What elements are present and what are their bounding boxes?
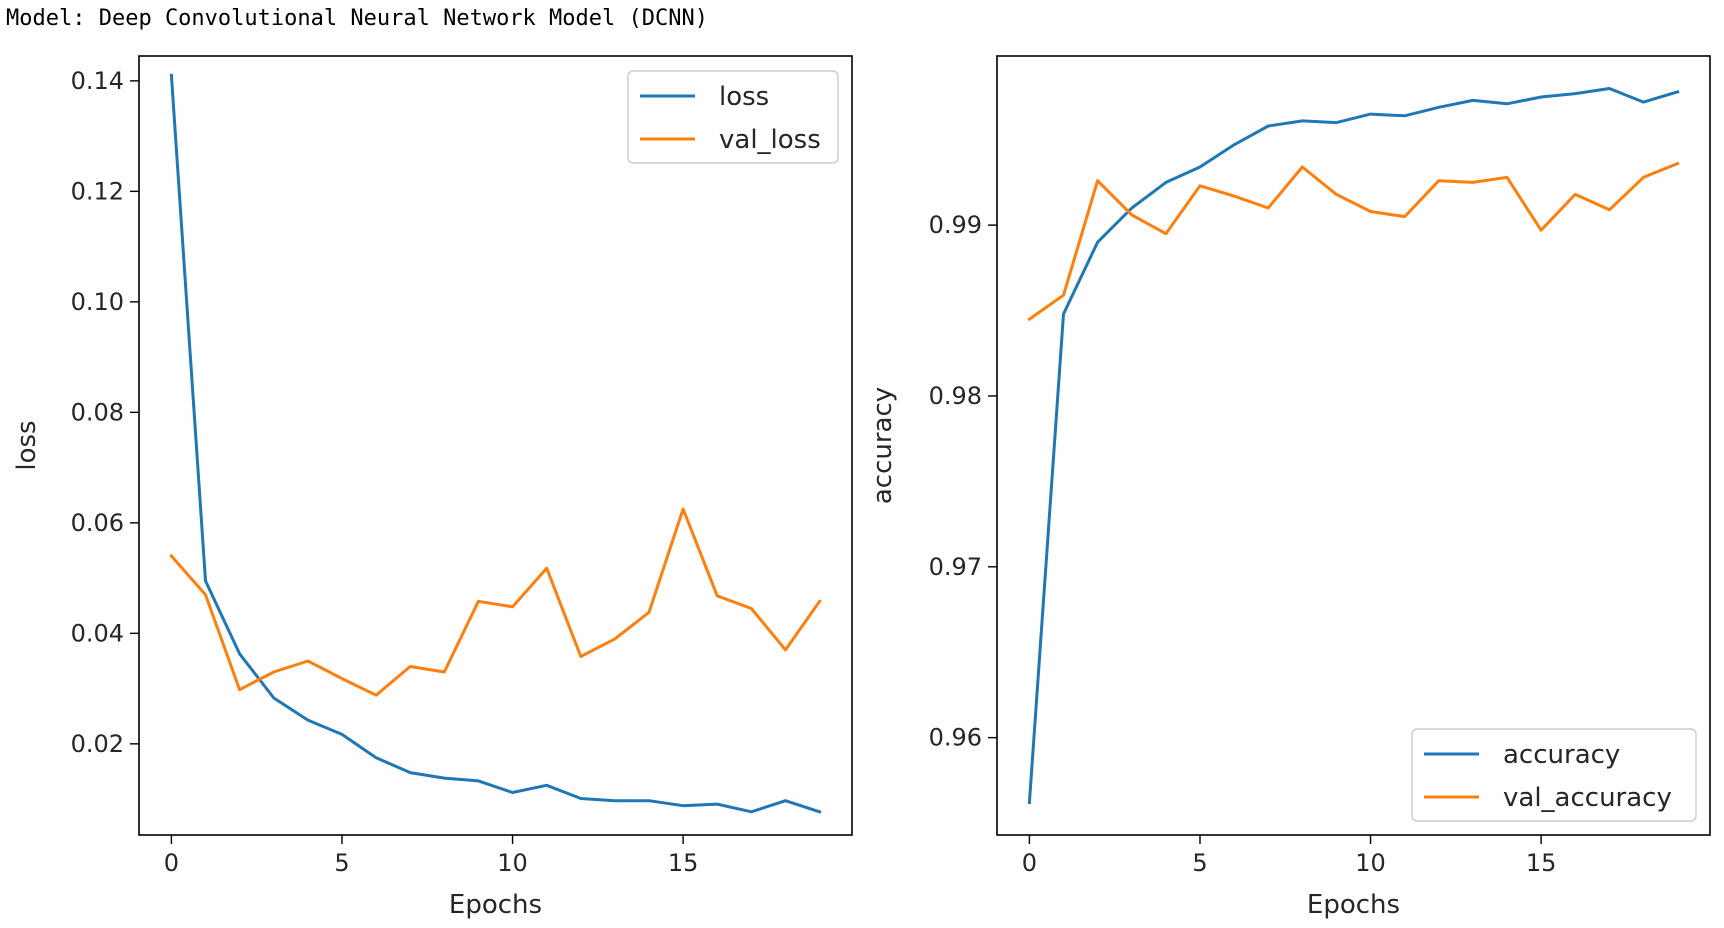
y-tick-label: 0.02: [71, 730, 124, 758]
legend-label-val-loss: val_loss: [719, 125, 821, 155]
x-tick-label: 5: [334, 849, 349, 877]
y-tick-label: 0.97: [929, 553, 982, 581]
y-tick-label: 0.99: [929, 211, 982, 239]
chart-legend: loss val_loss: [627, 70, 839, 164]
legend-label-loss: loss: [719, 82, 769, 112]
series-line-val-accuracy: [1027, 161, 1680, 322]
loss-chart-panel: 0 5 10 15 0.02 0.04 0.06 0.08 0.10 0.12 0.14 Epochs…: [12, 55, 853, 920]
x-tick-label: 10: [1355, 849, 1386, 877]
y-tick-label: 0.12: [71, 177, 124, 205]
series-line-accuracy: [1027, 87, 1680, 805]
x-tick-label: 0: [1022, 849, 1037, 877]
page-title: Model: Deep Convolutional Neural Network…: [6, 6, 708, 31]
x-tick-label: 5: [1192, 849, 1207, 877]
plot-frame: [996, 55, 1711, 836]
x-axis-label: Epochs: [449, 890, 542, 920]
y-axis-label: loss: [12, 420, 42, 470]
series-line-loss: [169, 73, 822, 814]
y-tick-label: 0.96: [929, 724, 982, 752]
y-tick-label: 0.04: [71, 619, 124, 647]
y-axis-label: accuracy: [868, 387, 898, 504]
plot-frame: [138, 55, 853, 836]
series-line-val-loss: [169, 507, 822, 697]
y-tick-label: 0.14: [71, 67, 124, 95]
x-tick-label: 15: [1526, 849, 1557, 877]
y-tick-label: 0.08: [71, 398, 124, 426]
x-tick-label: 0: [164, 849, 179, 877]
accuracy-chart-panel: 0 5 10 150.960.970.980.99Epochsaccuracyaccu…: [868, 55, 1711, 920]
y-tick-label: 0.10: [71, 288, 124, 316]
legend-label-val-accuracy: val_accuracy: [1503, 783, 1672, 813]
legend-box: [1411, 728, 1697, 822]
x-tick-label: 15: [668, 849, 699, 877]
legend-label-accuracy: accuracy: [1503, 740, 1620, 770]
chart-legend: accuracy val_accuracy: [1411, 728, 1697, 822]
x-tick-label: 10: [497, 849, 528, 877]
y-tick-label: 0.06: [71, 509, 124, 537]
y-tick-label: 0.98: [929, 382, 982, 410]
x-axis-label: Epochs: [1307, 890, 1400, 920]
